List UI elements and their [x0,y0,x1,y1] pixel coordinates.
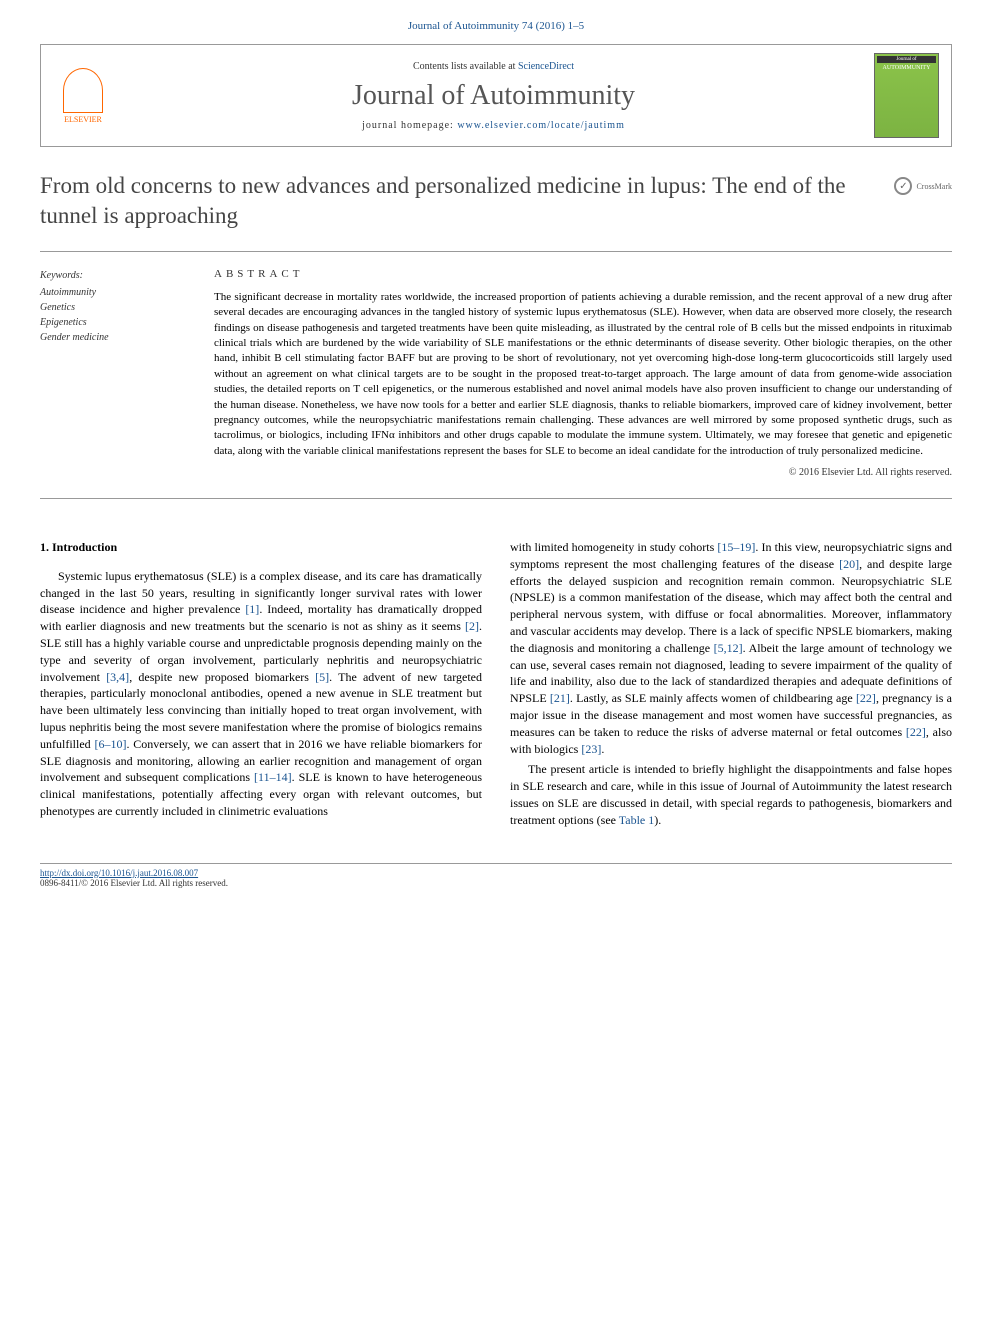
keyword-item: Gender medicine [40,330,190,345]
issn-copyright: 0896-8411/© 2016 Elsevier Ltd. All right… [40,878,952,888]
crossmark-badge[interactable]: ✓ CrossMark [894,177,952,195]
citation-link[interactable]: [11–14] [254,770,292,784]
keyword-item: Autoimmunity [40,285,190,300]
citation-link[interactable]: [23] [581,742,601,756]
body-text: . Lastly, as SLE mainly affects women of… [570,691,856,705]
citation-link[interactable]: [5] [315,670,329,684]
citation-link[interactable]: [20] [839,557,859,571]
abstract-block: Keywords: Autoimmunity Genetics Epigenet… [40,268,952,478]
table-link[interactable]: Table 1 [619,813,654,827]
elsevier-logo[interactable]: ELSEVIER [53,61,113,131]
article-title: From old concerns to new advances and pe… [40,171,870,231]
citation-link[interactable]: [22] [856,691,876,705]
keywords-column: Keywords: Autoimmunity Genetics Epigenet… [40,268,190,478]
body-text: . [601,742,604,756]
citation-link[interactable]: [1] [245,602,259,616]
crossmark-icon: ✓ [894,177,912,195]
body-columns: 1. Introduction Systemic lupus erythemat… [40,539,952,833]
elsevier-tree-icon [63,68,103,113]
cover-label-prefix: Journal of [877,56,936,63]
homepage-line: journal homepage: www.elsevier.com/locat… [113,120,874,131]
citation-link[interactable]: [15–19] [717,540,755,554]
citation-link[interactable]: [6–10] [94,737,126,751]
keyword-item: Genetics [40,300,190,315]
footer: http://dx.doi.org/10.1016/j.jaut.2016.08… [40,863,952,888]
body-text: with limited homogeneity in study cohort… [510,540,717,554]
keyword-item: Epigenetics [40,315,190,330]
doi-link[interactable]: http://dx.doi.org/10.1016/j.jaut.2016.08… [40,868,198,878]
abstract-text: The significant decrease in mortality ra… [214,290,952,459]
divider [40,251,952,252]
journal-header: ELSEVIER Contents lists available at Sci… [40,44,952,147]
citation-link[interactable]: [5,12] [714,641,743,655]
abstract-heading: ABSTRACT [214,268,952,280]
abstract-copyright: © 2016 Elsevier Ltd. All rights reserved… [214,467,952,478]
header-center: Contents lists available at ScienceDirec… [113,61,874,131]
homepage-link[interactable]: www.elsevier.com/locate/jautimm [457,120,625,131]
citation-link[interactable]: [22] [906,725,926,739]
body-paragraph: with limited homogeneity in study cohort… [510,539,952,757]
journal-name: Journal of Autoimmunity [113,80,874,112]
sciencedirect-link[interactable]: ScienceDirect [518,61,574,72]
cover-label-main: AUTOIMMUNITY [877,65,936,71]
journal-cover-thumbnail[interactable]: Journal of AUTOIMMUNITY [874,53,939,138]
section-heading: 1. Introduction [40,539,482,556]
journal-reference: Journal of Autoimmunity 74 (2016) 1–5 [40,20,952,32]
abstract-column: ABSTRACT The significant decrease in mor… [214,268,952,478]
elsevier-label: ELSEVIER [64,115,102,124]
citation-link[interactable]: [2] [465,619,479,633]
divider [40,498,952,499]
citation-link[interactable]: [3,4] [106,670,129,684]
body-text: The present article is intended to brief… [510,762,952,826]
body-column-left: 1. Introduction Systemic lupus erythemat… [40,539,482,833]
body-column-right: with limited homogeneity in study cohort… [510,539,952,833]
homepage-prefix: journal homepage: [362,120,457,131]
body-text: ). [654,813,661,827]
body-paragraph: Systemic lupus erythematosus (SLE) is a … [40,568,482,820]
contents-line: Contents lists available at ScienceDirec… [113,61,874,72]
keywords-heading: Keywords: [40,268,190,283]
body-text: , despite new proposed biomarkers [129,670,315,684]
contents-prefix: Contents lists available at [413,61,518,72]
crossmark-label: CrossMark [916,182,952,191]
citation-link[interactable]: [21] [550,691,570,705]
body-paragraph: The present article is intended to brief… [510,761,952,828]
